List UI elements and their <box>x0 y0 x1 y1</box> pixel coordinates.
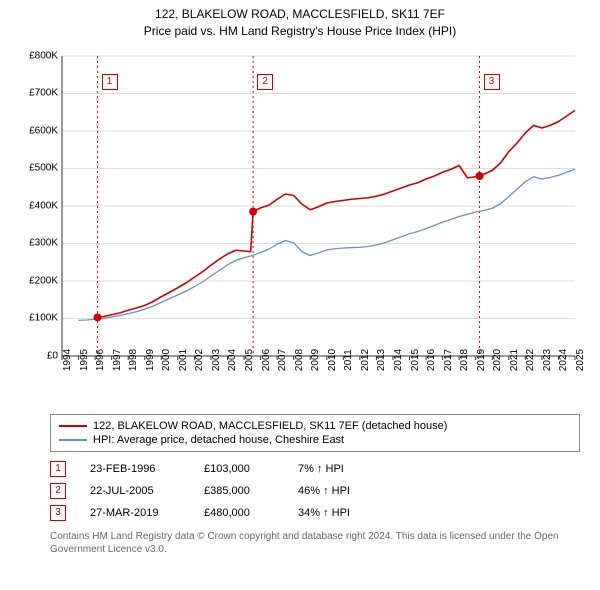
page: 122, BLAKELOW ROAD, MACCLESFIELD, SK11 7… <box>0 0 600 590</box>
x-tick-label: 2013 <box>376 348 387 370</box>
title-line-1: 122, BLAKELOW ROAD, MACCLESFIELD, SK11 7… <box>0 6 600 23</box>
tx-price: £385,000 <box>204 485 274 497</box>
y-tick-label: £800K <box>20 50 58 61</box>
title-line-2: Price paid vs. HM Land Registry's House … <box>0 23 600 40</box>
x-tick-label: 2012 <box>360 348 371 370</box>
x-tick-label: 1997 <box>112 348 123 370</box>
tx-marker-on-chart: 2 <box>257 74 273 90</box>
chart-title-block: 122, BLAKELOW ROAD, MACCLESFIELD, SK11 7… <box>0 0 600 40</box>
tx-price: £480,000 <box>204 507 274 519</box>
x-tick-label: 2020 <box>492 348 503 370</box>
x-tick-label: 2016 <box>426 348 437 370</box>
x-tick-label: 2010 <box>327 348 338 370</box>
x-tick-label: 2021 <box>509 348 520 370</box>
x-tick-label: 2017 <box>443 348 454 370</box>
x-tick-label: 2018 <box>459 348 470 370</box>
x-tick-label: 2002 <box>194 348 205 370</box>
legend-swatch <box>59 439 87 441</box>
x-tick-label: 2022 <box>525 348 536 370</box>
x-tick-label: 2025 <box>575 348 586 370</box>
x-tick-label: 2007 <box>277 348 288 370</box>
y-tick-label: £700K <box>20 88 58 99</box>
tx-price: £103,000 <box>204 463 274 475</box>
x-axis-labels: 1994199519961997199819992000200120022003… <box>20 360 580 406</box>
x-tick-label: 2005 <box>244 348 255 370</box>
x-tick-label: 2006 <box>261 348 272 370</box>
tx-pct: 46% ↑ HPI <box>298 485 388 497</box>
tx-pct: 34% ↑ HPI <box>298 507 388 519</box>
tx-date: 27-MAR-2019 <box>90 507 180 519</box>
x-tick-label: 2001 <box>178 348 189 370</box>
tx-row: 2 22-JUL-2005 £385,000 46% ↑ HPI <box>50 480 580 502</box>
y-tick-label: £100K <box>20 313 58 324</box>
x-tick-label: 2014 <box>393 348 404 370</box>
tx-marker-badge: 3 <box>50 505 66 521</box>
chart: £0£100K£200K£300K£400K£500K£600K£700K£80… <box>20 46 580 406</box>
x-tick-label: 1999 <box>145 348 156 370</box>
x-tick-label: 2019 <box>476 348 487 370</box>
x-tick-label: 2000 <box>161 348 172 370</box>
x-tick-label: 2024 <box>558 348 569 370</box>
y-tick-label: £600K <box>20 125 58 136</box>
legend-label: HPI: Average price, detached house, Ches… <box>93 434 344 446</box>
legend-row: HPI: Average price, detached house, Ches… <box>59 433 571 447</box>
tx-marker-on-chart: 3 <box>484 74 500 90</box>
tx-pct: 7% ↑ HPI <box>298 463 388 475</box>
x-tick-label: 2009 <box>310 348 321 370</box>
footnote: Contains HM Land Registry data © Crown c… <box>50 530 580 556</box>
tx-marker-badge: 1 <box>50 461 66 477</box>
tx-date: 22-JUL-2005 <box>90 485 180 497</box>
x-tick-label: 1996 <box>95 348 106 370</box>
legend-swatch <box>59 425 87 427</box>
y-tick-label: £400K <box>20 200 58 211</box>
tx-row: 1 23-FEB-1996 £103,000 7% ↑ HPI <box>50 458 580 480</box>
x-tick-label: 2004 <box>227 348 238 370</box>
x-tick-label: 2008 <box>294 348 305 370</box>
legend: 122, BLAKELOW ROAD, MACCLESFIELD, SK11 7… <box>50 414 580 452</box>
x-tick-label: 2011 <box>343 349 354 371</box>
tx-row: 3 27-MAR-2019 £480,000 34% ↑ HPI <box>50 502 580 524</box>
legend-label: 122, BLAKELOW ROAD, MACCLESFIELD, SK11 7… <box>93 420 447 432</box>
tx-marker-on-chart: 1 <box>102 74 118 90</box>
x-tick-label: 1998 <box>128 348 139 370</box>
y-tick-label: £500K <box>20 163 58 174</box>
x-tick-label: 1995 <box>79 348 90 370</box>
x-tick-label: 2015 <box>410 348 421 370</box>
tx-date: 23-FEB-1996 <box>90 463 180 475</box>
x-tick-label: 2003 <box>211 348 222 370</box>
x-tick-label: 1994 <box>62 348 73 370</box>
y-tick-label: £200K <box>20 275 58 286</box>
tx-marker-badge: 2 <box>50 483 66 499</box>
y-tick-label: £300K <box>20 238 58 249</box>
x-tick-label: 2023 <box>542 348 553 370</box>
transactions-table: 1 23-FEB-1996 £103,000 7% ↑ HPI 2 22-JUL… <box>50 458 580 524</box>
legend-row: 122, BLAKELOW ROAD, MACCLESFIELD, SK11 7… <box>59 419 571 433</box>
